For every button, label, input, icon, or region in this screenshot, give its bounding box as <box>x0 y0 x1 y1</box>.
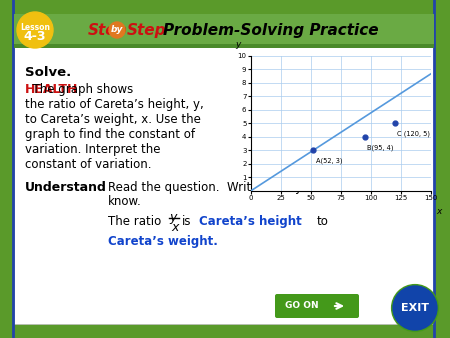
Circle shape <box>109 22 125 38</box>
Text: to Careta’s weight, x. Use the: to Careta’s weight, x. Use the <box>25 113 201 126</box>
Text: Solve.: Solve. <box>25 66 71 79</box>
FancyArrowPatch shape <box>335 303 342 309</box>
Text: C (120, 5): C (120, 5) <box>397 131 431 137</box>
Text: to: to <box>317 215 329 228</box>
Text: A(52, 3): A(52, 3) <box>316 158 342 164</box>
Circle shape <box>17 12 53 48</box>
Text: constant of variation.: constant of variation. <box>25 158 152 171</box>
Text: The graph shows: The graph shows <box>25 83 133 96</box>
Text: Step: Step <box>127 23 166 38</box>
Text: EXIT: EXIT <box>401 303 429 313</box>
Text: B(95, 4): B(95, 4) <box>368 144 394 151</box>
Text: variation. Interpret the: variation. Interpret the <box>25 143 161 156</box>
Text: Read the question.  Write what you: Read the question. Write what you <box>108 181 317 194</box>
FancyBboxPatch shape <box>14 44 434 48</box>
Text: GO ON: GO ON <box>285 301 319 311</box>
Text: x: x <box>171 221 178 234</box>
Text: HEALTH: HEALTH <box>25 83 78 96</box>
Text: 4-3: 4-3 <box>24 29 46 43</box>
Text: Understand: Understand <box>25 181 107 194</box>
Text: know.: know. <box>108 195 142 208</box>
FancyBboxPatch shape <box>275 294 359 318</box>
Text: x: x <box>436 207 442 216</box>
Text: y: y <box>169 211 176 224</box>
Text: Lesson: Lesson <box>20 23 50 31</box>
Text: the ratio of Careta’s height, y,: the ratio of Careta’s height, y, <box>25 98 204 111</box>
Text: is: is <box>182 215 192 228</box>
Text: Step: Step <box>88 23 127 38</box>
Text: The ratio: The ratio <box>108 215 161 228</box>
Text: Careta’s height: Careta’s height <box>199 215 302 228</box>
Text: Careta’s weight.: Careta’s weight. <box>108 235 218 248</box>
Text: by: by <box>111 25 123 34</box>
Text: y: y <box>236 40 241 49</box>
Circle shape <box>393 286 437 330</box>
Text: graph to find the constant of: graph to find the constant of <box>25 128 195 141</box>
FancyBboxPatch shape <box>14 14 434 46</box>
Text: Problem-Solving Practice: Problem-Solving Practice <box>163 23 378 38</box>
FancyBboxPatch shape <box>14 14 434 324</box>
